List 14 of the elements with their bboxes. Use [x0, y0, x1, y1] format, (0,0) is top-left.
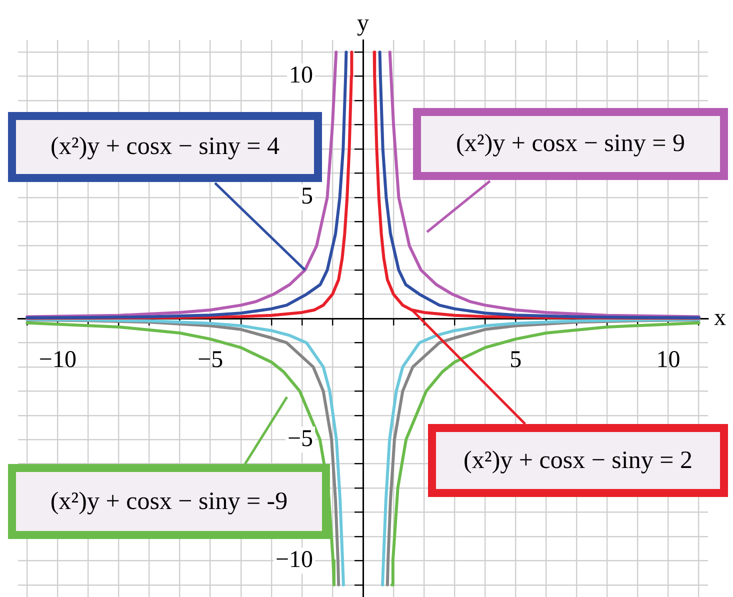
y-axis-title: y	[357, 10, 369, 36]
x-axis-title: x	[714, 304, 726, 331]
y-tick-label: 5	[301, 184, 313, 210]
y-tick-label: −5	[287, 426, 313, 452]
x-tick-label: −10	[38, 347, 76, 374]
annotation: (x²)y + cosx − siny = -9	[50, 488, 288, 516]
annotation: (x²)y + cosx − siny = 9	[456, 130, 685, 158]
y-tick-label: −10	[275, 546, 313, 573]
x-tick-label: −5	[198, 347, 224, 374]
y-tick-label: 10	[289, 62, 313, 89]
x-tick-label: 5	[510, 347, 522, 374]
annotation: (x²)y + cosx − siny = 2	[464, 446, 692, 474]
annotation: (x²)y + cosx − siny = 4	[50, 133, 280, 161]
x-tick-label: 10	[656, 347, 680, 374]
